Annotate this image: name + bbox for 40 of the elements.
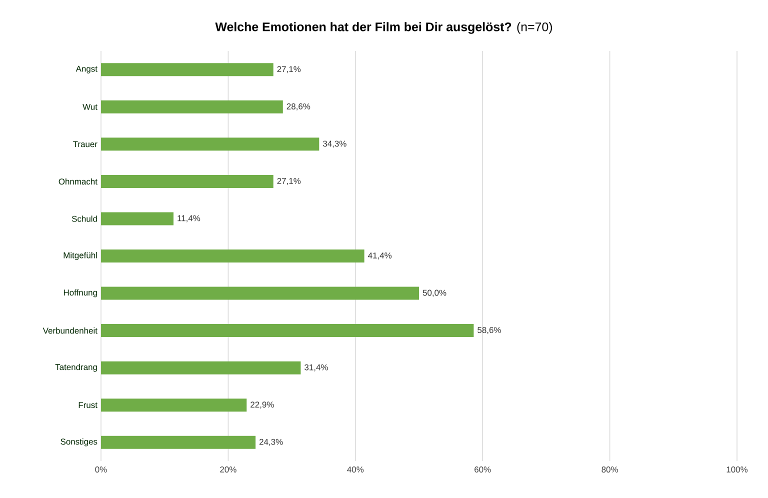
data-label: 22,9%: [250, 402, 274, 409]
bar: [101, 361, 301, 374]
y-tick-label: Schuld: [72, 216, 97, 222]
data-label: 34,3%: [323, 140, 346, 148]
bar: [101, 138, 320, 151]
bar: [101, 174, 274, 188]
bar: [101, 398, 247, 412]
data-label: 28,6%: [286, 103, 310, 110]
bar: [101, 212, 174, 226]
data-label: 24,3%: [259, 438, 283, 446]
chart-title: Welche Emotionen hat der Film bei Dir ausgelöst? (n=70): [215, 22, 552, 34]
data-label: 41,4%: [368, 252, 392, 260]
y-tick-label: Verbundenheit: [42, 327, 98, 334]
y-tick-label: Sonstiges: [60, 438, 98, 446]
y-tick-label: Hoffnung: [64, 289, 97, 298]
data-label: 11,4%: [178, 215, 200, 222]
y-tick-label: Ohnmacht: [58, 178, 98, 185]
x-tick-label: 60%: [474, 466, 491, 473]
y-tick-label: Wut: [82, 104, 98, 110]
y-tick-label: Trauer: [73, 141, 98, 148]
bar: [101, 100, 283, 114]
bar: [101, 436, 256, 449]
data-label: 58,6%: [478, 327, 501, 334]
data-label: 31,4%: [304, 364, 328, 372]
data-label: 50,0%: [422, 290, 446, 297]
y-tick-label: Angst: [76, 66, 98, 74]
x-tick-label: 80%: [602, 466, 618, 473]
bar: [101, 250, 364, 263]
bar: [101, 63, 274, 76]
data-label: 27,1%: [277, 66, 301, 74]
bar: [101, 286, 420, 300]
x-tick-label: 40%: [347, 466, 364, 473]
bar: [101, 324, 474, 338]
y-tick-label: Mitgefühl: [64, 252, 97, 260]
y-tick-label: Frust: [78, 402, 98, 408]
data-label: 27,1%: [277, 178, 301, 185]
x-tick-label: 0%: [95, 466, 107, 473]
x-tick-label: 20%: [220, 466, 236, 473]
x-tick-label: 100%: [726, 466, 748, 473]
y-tick-label: Tatendrang: [55, 364, 97, 372]
